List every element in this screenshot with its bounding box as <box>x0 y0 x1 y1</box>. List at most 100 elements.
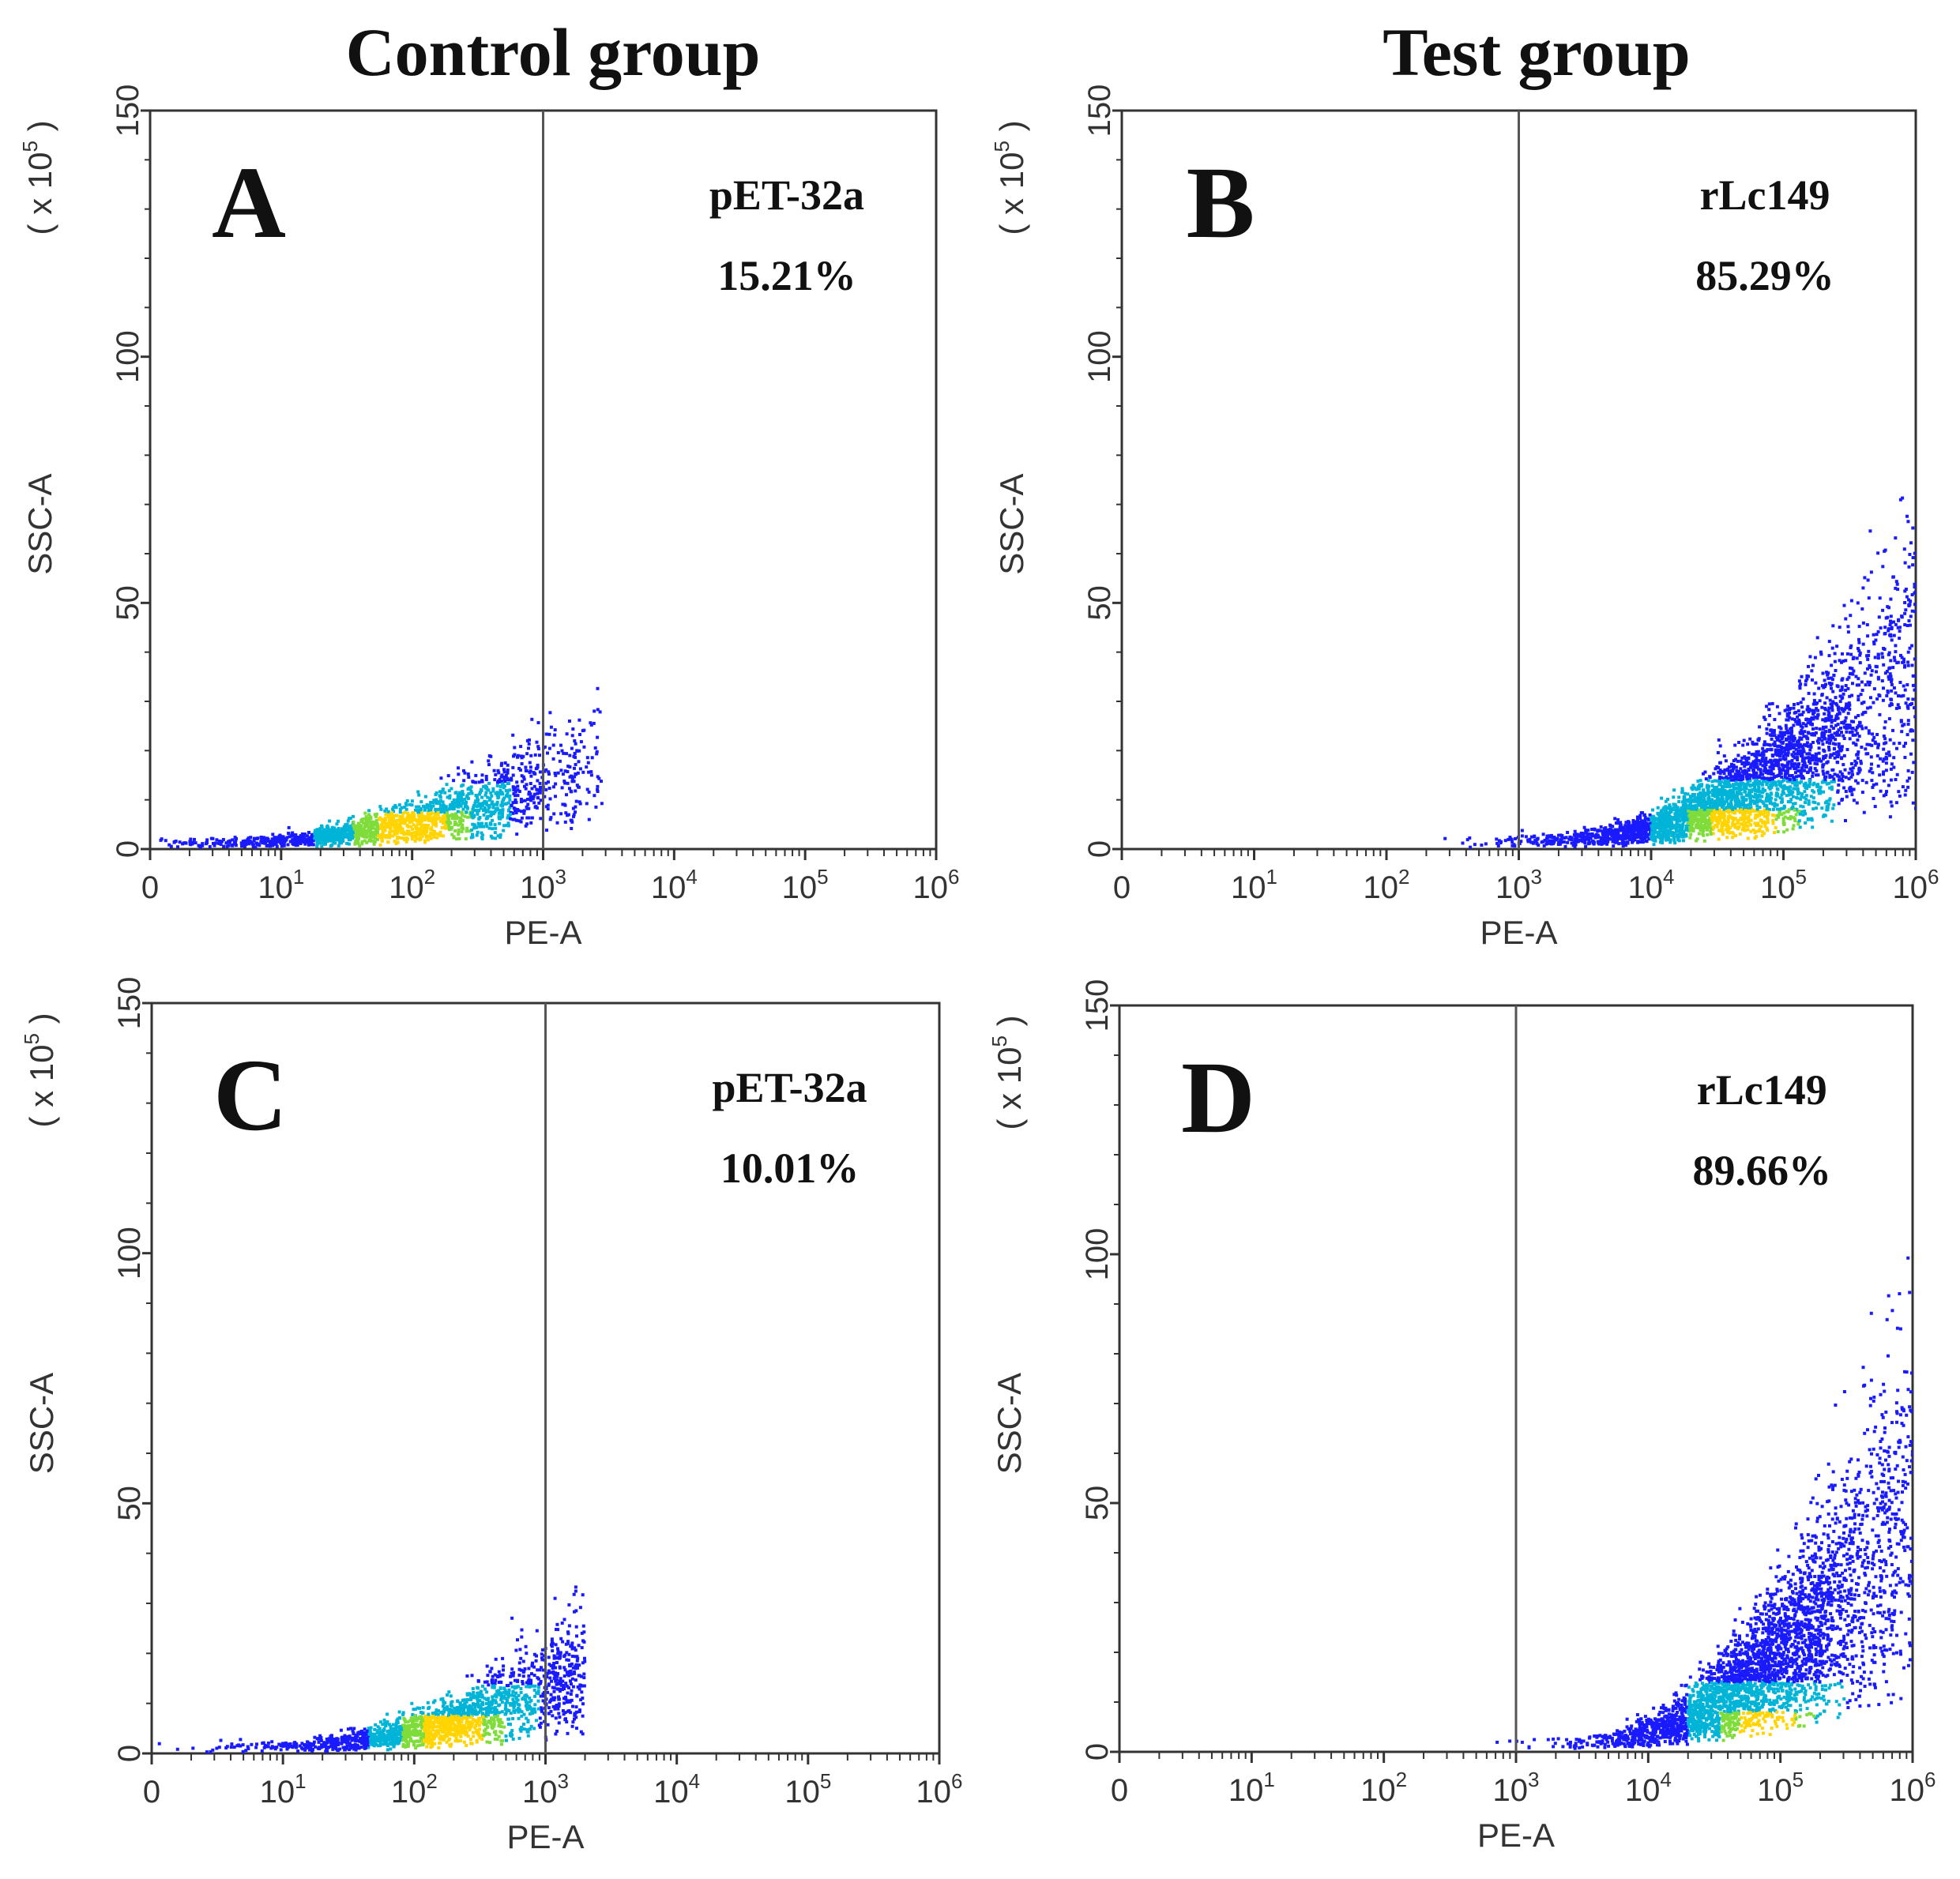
event-dot <box>1688 836 1692 840</box>
event-dot <box>1832 803 1836 807</box>
event-dot <box>1902 744 1906 748</box>
event-dot <box>1559 840 1563 844</box>
event-dot <box>1710 784 1714 787</box>
event-dot <box>396 840 400 844</box>
event-dot <box>1748 779 1752 783</box>
event-dot <box>506 814 510 817</box>
event-dot <box>536 796 540 800</box>
event-dot <box>1851 772 1854 776</box>
event-dot <box>1808 752 1811 756</box>
event-dot <box>1770 731 1774 735</box>
event-dot <box>487 826 491 830</box>
event-dot <box>380 839 384 843</box>
event-dot <box>1768 714 1772 717</box>
event-dot <box>1650 837 1654 841</box>
event-dot <box>1740 828 1744 832</box>
event-dot <box>585 787 589 791</box>
event-dot <box>372 842 376 846</box>
event-dot <box>1806 705 1810 708</box>
event-dot <box>393 821 397 825</box>
event-dot <box>1717 777 1721 781</box>
event-dot <box>1904 588 1908 591</box>
event-dot <box>455 837 458 841</box>
event-dot <box>1744 806 1748 810</box>
event-dot <box>498 810 502 814</box>
event-dot <box>1795 775 1798 779</box>
event-dot <box>1779 727 1783 731</box>
event-dot <box>535 740 539 744</box>
event-dot <box>431 829 435 832</box>
event-dot <box>1692 806 1696 810</box>
event-dot <box>500 791 504 795</box>
event-dot <box>477 817 481 821</box>
event-dot <box>1830 686 1833 690</box>
event-dot <box>1711 832 1715 836</box>
event-dot <box>1731 836 1735 840</box>
event-dot <box>461 807 465 811</box>
event-dot <box>178 840 182 844</box>
event-dot <box>1910 644 1914 648</box>
event-dot <box>1804 682 1808 686</box>
event-dot <box>1766 813 1770 817</box>
event-dot <box>477 780 481 784</box>
event-dot <box>1571 844 1575 847</box>
event-dot <box>1845 702 1849 706</box>
event-dot <box>1722 821 1726 825</box>
event-dot <box>1746 780 1750 784</box>
event-dot <box>406 811 410 815</box>
event-dot <box>255 836 259 840</box>
event-dot <box>1867 731 1871 735</box>
event-dot <box>1702 813 1706 817</box>
event-dot <box>1563 836 1567 840</box>
event-dot <box>1850 693 1854 697</box>
event-dot <box>1800 795 1804 799</box>
event-dot <box>524 787 528 791</box>
event-dot <box>1830 682 1834 686</box>
event-dot <box>515 780 519 784</box>
event-dot <box>1579 831 1583 835</box>
event-dot <box>1597 842 1601 846</box>
event-dot <box>441 808 445 812</box>
event-dot <box>347 829 351 832</box>
event-dot <box>546 807 550 811</box>
event-dot <box>1690 806 1693 810</box>
event-dot <box>1784 748 1788 751</box>
event-dot <box>586 761 590 765</box>
event-dot <box>1851 727 1855 730</box>
event-dot <box>504 802 507 806</box>
event-dot <box>1774 826 1778 829</box>
event-dot <box>1600 836 1603 840</box>
event-dot <box>1882 747 1886 751</box>
event-dot <box>565 752 568 756</box>
event-dot <box>513 809 517 813</box>
event-dot <box>1776 749 1780 753</box>
event-dot <box>1778 773 1781 777</box>
event-dot <box>1807 799 1811 803</box>
event-dot <box>1809 745 1813 749</box>
event-dot <box>587 790 591 794</box>
event-dot <box>1901 785 1905 789</box>
event-dot <box>1636 835 1640 839</box>
event-dot <box>442 819 446 823</box>
event-dot <box>1771 765 1775 769</box>
event-dot <box>1728 776 1732 780</box>
event-dot <box>1560 835 1564 839</box>
event-dot <box>1787 735 1791 738</box>
event-dot <box>465 805 468 809</box>
event-dot <box>1840 745 1844 749</box>
event-dot <box>519 820 523 824</box>
event-dot <box>273 840 277 844</box>
event-dot <box>1914 806 1916 810</box>
event-dot <box>1763 769 1767 772</box>
event-dot <box>1772 763 1776 767</box>
event-dot <box>1803 810 1807 814</box>
event-dot <box>1770 753 1774 757</box>
event-dot <box>1862 711 1866 715</box>
event-dot <box>1722 800 1726 804</box>
event-dot <box>419 813 422 817</box>
event-dot <box>480 802 484 806</box>
event-dot <box>1749 823 1753 827</box>
event-dot <box>562 751 566 755</box>
event-dot <box>344 832 348 836</box>
